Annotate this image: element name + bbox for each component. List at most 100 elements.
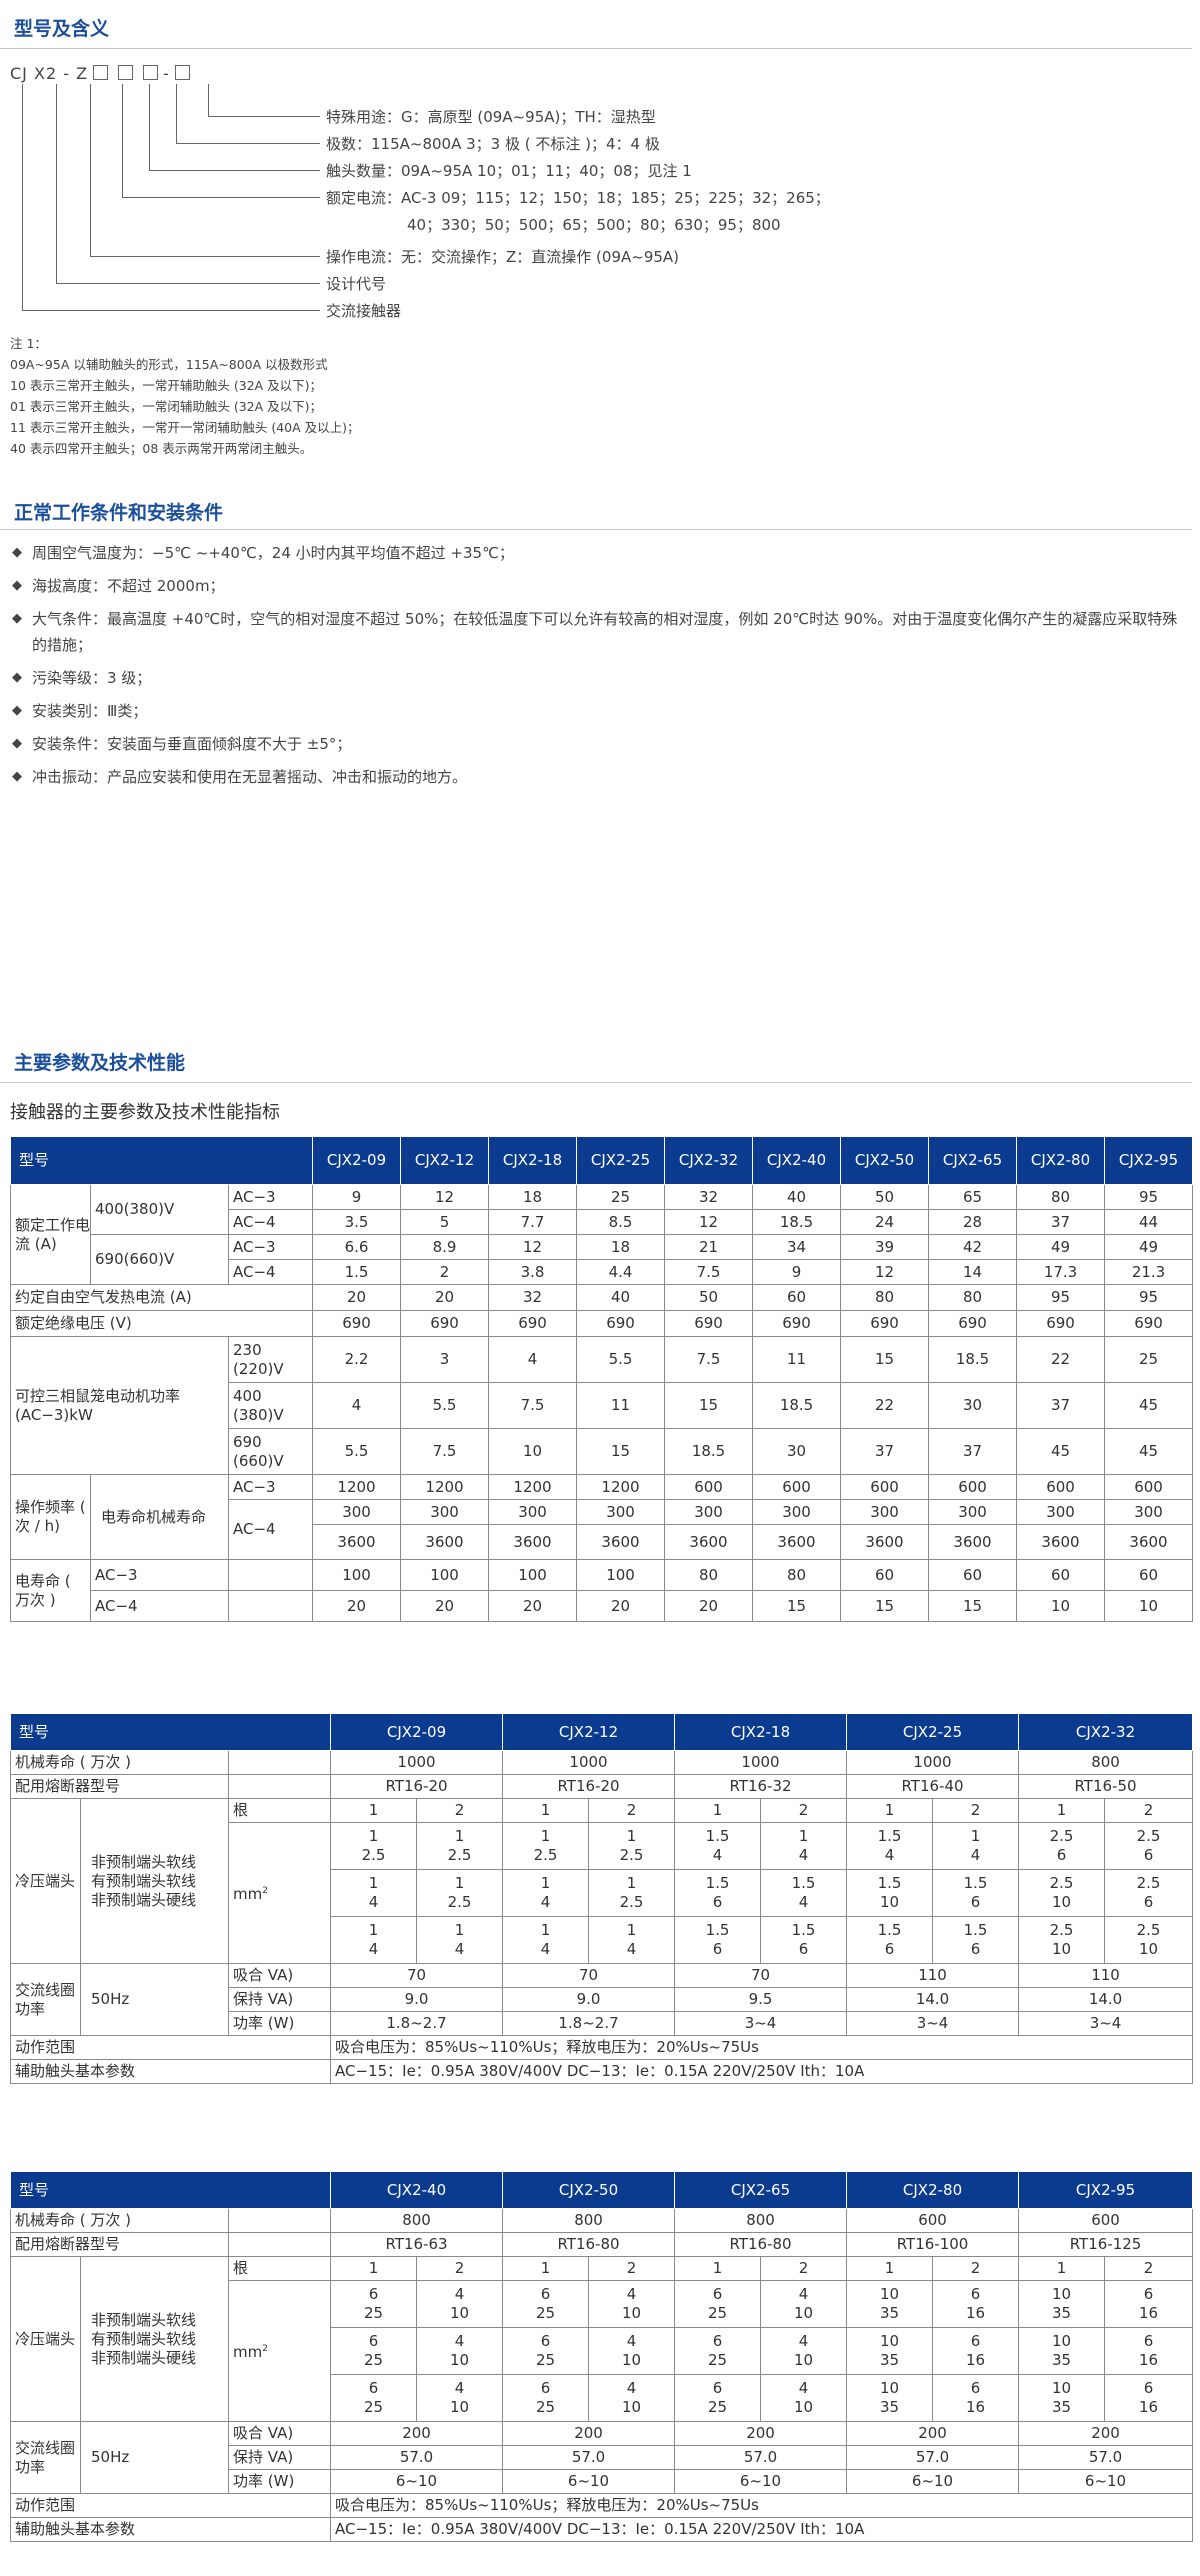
empty-cell xyxy=(227,2208,332,2233)
cell: 1.5 6 xyxy=(674,1916,762,1964)
cell: 600 xyxy=(846,2208,1020,2233)
cell: 15 xyxy=(840,1336,930,1383)
header-cell: CJX2-95 xyxy=(1104,1136,1194,1185)
cell: 22 xyxy=(1016,1336,1106,1383)
cell: 3600 xyxy=(752,1524,842,1560)
row-label: 操作频率 ( 次 / h) xyxy=(10,1474,91,1560)
cell: 1 xyxy=(502,1798,590,1823)
table-row: 交流线圈功率 50Hz 吸合 VA) 200 200 200 200 200 xyxy=(10,2421,1194,2494)
cell: 1.5 4 xyxy=(760,1869,848,1917)
cell: 37 xyxy=(1016,1209,1106,1235)
diamond-bullet-icon: ◆ xyxy=(12,578,22,593)
desc-contacts: 触头数量：09A~95A 10；01；11；40；08；见注 1 xyxy=(326,162,692,180)
cell: 1 2.5 xyxy=(588,1869,676,1917)
cell: 57.0 xyxy=(330,2445,504,2470)
tree-line xyxy=(149,84,150,170)
note-line: 11 表示三常开主触头，一常开一常闭辅助触头 (40A 及以上)； xyxy=(10,420,360,435)
cell: 300 xyxy=(928,1499,1018,1525)
cell: 60 xyxy=(1016,1559,1106,1591)
unit-mm2: mm2 xyxy=(227,2280,332,2422)
cell: 4 10 xyxy=(416,2280,504,2328)
table-row: 可控三相鼠笼电动机功率 (AC−3)kW 230 (220)V 2.2 3 4 5.5… xyxy=(10,1336,1194,1475)
cell: 300 xyxy=(1016,1499,1106,1525)
cell: 2.5 10 xyxy=(1018,1869,1106,1917)
cell: 15 xyxy=(928,1590,1018,1622)
table-large-models: 型号 CJX2-40 CJX2-50 CJX2-65 CJX2-80 CJX2-… xyxy=(9,2171,1194,2542)
params-table: 型号 CJX2-09 CJX2-12 CJX2-18 CJX2-25 CJX2-… xyxy=(9,1136,1194,1622)
cell: 4 10 xyxy=(760,2374,848,2422)
condition-item: ◆ 周围空气温度为：−5℃ ~+40℃，24 小时内其平均值不超过 +35℃； xyxy=(12,540,1192,566)
cell: 2.5 6 xyxy=(1018,1822,1106,1870)
cell: 18.5 xyxy=(664,1428,754,1475)
cell: 25 xyxy=(576,1184,666,1210)
cell: RT16-32 xyxy=(674,1774,848,1799)
table-row: 操作频率 ( 次 / h) 电寿命机械寿命 AC−3 1200 1200 1200 1… xyxy=(10,1474,1194,1560)
table-small-models: 型号 CJX2-09 CJX2-12 CJX2-18 CJX2-25 CJX2-… xyxy=(9,1713,1194,2084)
header-cell: CJX2-65 xyxy=(674,2171,848,2209)
cell: 690 xyxy=(1104,1310,1194,1337)
table-row: 动作范围 吸合电压为：85%Us~110%Us；释放电压为：20%Us~75Us xyxy=(9,2035,1194,2060)
cell: 5.5 xyxy=(400,1382,490,1429)
row-label: AC−3 xyxy=(227,1184,314,1210)
cell: 200 xyxy=(330,2421,504,2446)
cell: 9.0 xyxy=(502,1987,676,2012)
cell: 45 xyxy=(1016,1428,1106,1475)
cell: 1.8~2.7 xyxy=(502,2011,676,2036)
cell: 600 xyxy=(1018,2208,1194,2233)
cell: 80 xyxy=(840,1284,930,1311)
cell: 100 xyxy=(312,1559,402,1591)
cell: 300 xyxy=(664,1499,754,1525)
cell: 18 xyxy=(576,1234,666,1260)
table-row: AC−4 3.5 5 7.7 8.5 12 18.5 24 28 37 44 xyxy=(11,1209,1194,1235)
cell: 25 xyxy=(1104,1336,1194,1383)
cell: 10 xyxy=(488,1428,578,1475)
cell: 1000 xyxy=(502,1750,676,1775)
row-label: 机械寿命 ( 万次 ) xyxy=(10,1750,229,1775)
wire-label: 非预制端头硬线 xyxy=(91,1890,197,1909)
cell: 1000 xyxy=(674,1750,848,1775)
cell: 300 xyxy=(488,1499,578,1525)
tree-line xyxy=(56,84,57,283)
section-title-params: 主要参数及技术性能 xyxy=(14,1052,186,1074)
cell: 6 25 xyxy=(502,2280,590,2328)
diamond-bullet-icon: ◆ xyxy=(12,736,22,751)
cell: 80 xyxy=(928,1284,1018,1311)
header-cell: CJX2-25 xyxy=(846,1713,1020,1751)
tree-line xyxy=(22,84,23,310)
wire-labels: 非预制端头软线 有预制端头软线 非预制端头硬线 xyxy=(80,2256,229,2422)
header-cell: CJX2-40 xyxy=(752,1136,842,1185)
cell: 20 xyxy=(312,1284,402,1311)
cell: 1200 xyxy=(312,1474,402,1500)
condition-item: ◆ 大气条件：最高温度 +40℃时，空气的相对湿度不超过 50%；在较低温度下可以… xyxy=(12,606,1192,658)
cell: 15 xyxy=(664,1382,754,1429)
table-row: 配用熔断器型号 RT16-20 RT16-20 RT16-32 RT16-40 RT16… xyxy=(10,1774,1194,1799)
row-label: 配用熔断器型号 xyxy=(10,2232,229,2257)
cell: 2 xyxy=(416,2256,504,2281)
cell: 3~4 xyxy=(1018,2011,1194,2036)
note-line: 注 1： xyxy=(10,336,47,351)
cell: 1 xyxy=(674,1798,762,1823)
cell: 1.5 6 xyxy=(846,1916,934,1964)
table-row: 保持 VA) 9.0 9.0 9.5 14.0 14.0 xyxy=(11,1987,1194,2012)
header-cell: CJX2-32 xyxy=(1018,1713,1194,1751)
cell: 7.5 xyxy=(488,1382,578,1429)
note-line: 09A~95A 以辅助触头的形式，115A~800A 以极数形式 xyxy=(10,357,328,372)
cell: 60 xyxy=(840,1559,930,1591)
cell: 1.5 4 xyxy=(674,1822,762,1870)
cell: 200 xyxy=(674,2421,848,2446)
table-row: 交流线圈功率 50Hz 吸合 VA) 70 70 70 110 110 xyxy=(10,1963,1194,2036)
row-label: 额定绝缘电压 (V) xyxy=(9,1310,314,1337)
row-label: AC−4 xyxy=(227,1209,314,1235)
cell: 6 25 xyxy=(502,2327,590,2375)
cell: 37 xyxy=(1016,1382,1106,1429)
row-label: 50Hz xyxy=(80,2421,229,2494)
cell: 3600 xyxy=(664,1524,754,1560)
cell: 3600 xyxy=(312,1524,402,1560)
tree-line xyxy=(149,170,320,171)
model-code-dash: - xyxy=(163,64,170,83)
cell: 600 xyxy=(664,1474,754,1500)
table-row: 配用熔断器型号 RT16-63 RT16-80 RT16-80 RT16-100 RT1… xyxy=(10,2232,1194,2257)
desc-operation: 操作电流：无：交流操作；Z：直流操作 (09A~95A) xyxy=(326,248,680,266)
